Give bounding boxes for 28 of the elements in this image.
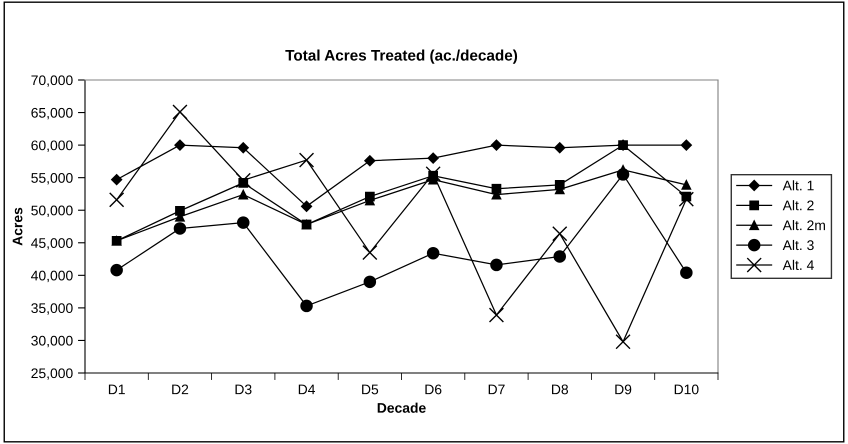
x-tick-label: D7 <box>488 384 505 394</box>
y-tick-label: 40,000 <box>31 270 73 282</box>
y-tick-label: 50,000 <box>31 206 73 218</box>
chart-title: Total Acres Treated (ac./decade) <box>285 49 518 64</box>
legend-label: Alt. 2m <box>782 220 825 230</box>
legend-label: Alt. 1 <box>782 180 814 190</box>
x-tick-label: D5 <box>362 384 378 394</box>
y-tick-label: 65,000 <box>31 108 73 120</box>
x-tick-label: D3 <box>236 384 252 394</box>
x-tick-label: D4 <box>298 384 316 394</box>
legend-label: Alt. 4 <box>782 260 814 270</box>
y-axis-title: Acres <box>12 208 22 246</box>
x-tick-label: D8 <box>552 384 568 394</box>
x-tick-label: D2 <box>172 384 188 394</box>
legend-label: Alt. 2 <box>782 200 814 210</box>
legend-label: Alt. 3 <box>782 240 814 250</box>
x-axis-title: Decade <box>378 402 426 413</box>
y-tick-label: 25,000 <box>31 368 73 380</box>
y-tick-label: 45,000 <box>31 238 73 250</box>
x-tick-label: D9 <box>615 384 632 394</box>
y-tick-label: 55,000 <box>31 173 73 184</box>
y-tick-label: 30,000 <box>31 336 73 348</box>
y-tick-label: 35,000 <box>31 303 73 315</box>
y-tick-label: 70,000 <box>31 75 73 87</box>
x-tick-label: D1 <box>108 384 125 394</box>
x-tick-label: D6 <box>425 384 442 394</box>
x-tick-label: D10 <box>674 384 699 394</box>
y-tick-label: 60,000 <box>31 140 73 152</box>
